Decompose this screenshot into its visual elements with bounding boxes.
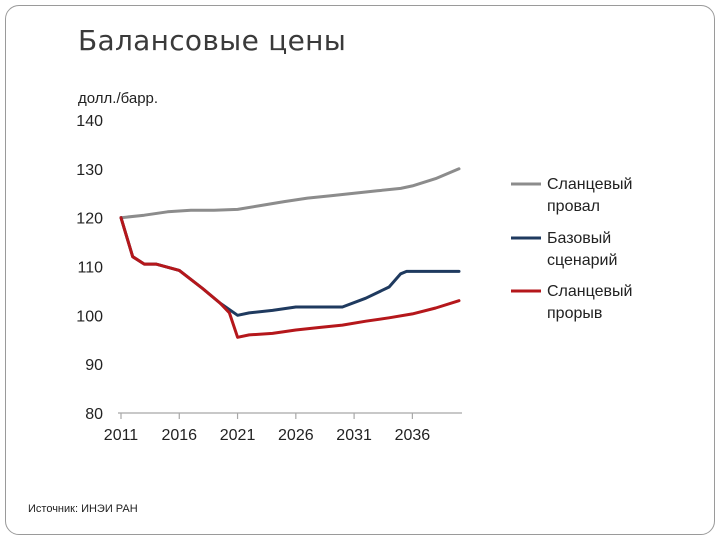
- legend-label-2: Сланцевый: [547, 283, 632, 300]
- series-line-1: [119, 216, 461, 317]
- y-tick-label: 130: [76, 162, 103, 179]
- y-tick-label: 140: [76, 113, 103, 130]
- y-tick-label: 80: [85, 406, 103, 423]
- y-axis-unit-label: долл./барр.: [78, 90, 158, 107]
- y-tick-label: 90: [85, 357, 103, 374]
- legend-label-2: прорыв: [547, 305, 602, 322]
- series-line-2: [119, 216, 461, 339]
- x-tick-label: 2016: [161, 427, 197, 444]
- legend-label-1: Базовый: [547, 230, 611, 247]
- x-tick-label: 2021: [220, 427, 256, 444]
- x-tick-label: 2031: [336, 427, 372, 444]
- slide-frame: [5, 5, 715, 535]
- series-line-0: [119, 167, 461, 220]
- legend-label-0: провал: [547, 198, 600, 215]
- slide-title: Балансовые цены: [78, 24, 347, 57]
- legend-label-0: Сланцевый: [547, 176, 632, 193]
- source-note: Источник: ИНЭИ РАН: [28, 503, 138, 515]
- y-tick-label: 110: [77, 260, 103, 277]
- x-tick-label: 2026: [278, 427, 314, 444]
- x-tick-label: 2011: [104, 427, 139, 444]
- y-tick-label: 120: [76, 211, 103, 228]
- legend-label-1: сценарий: [547, 252, 617, 269]
- y-tick-label: 100: [76, 308, 103, 325]
- x-tick-label: 2036: [395, 427, 431, 444]
